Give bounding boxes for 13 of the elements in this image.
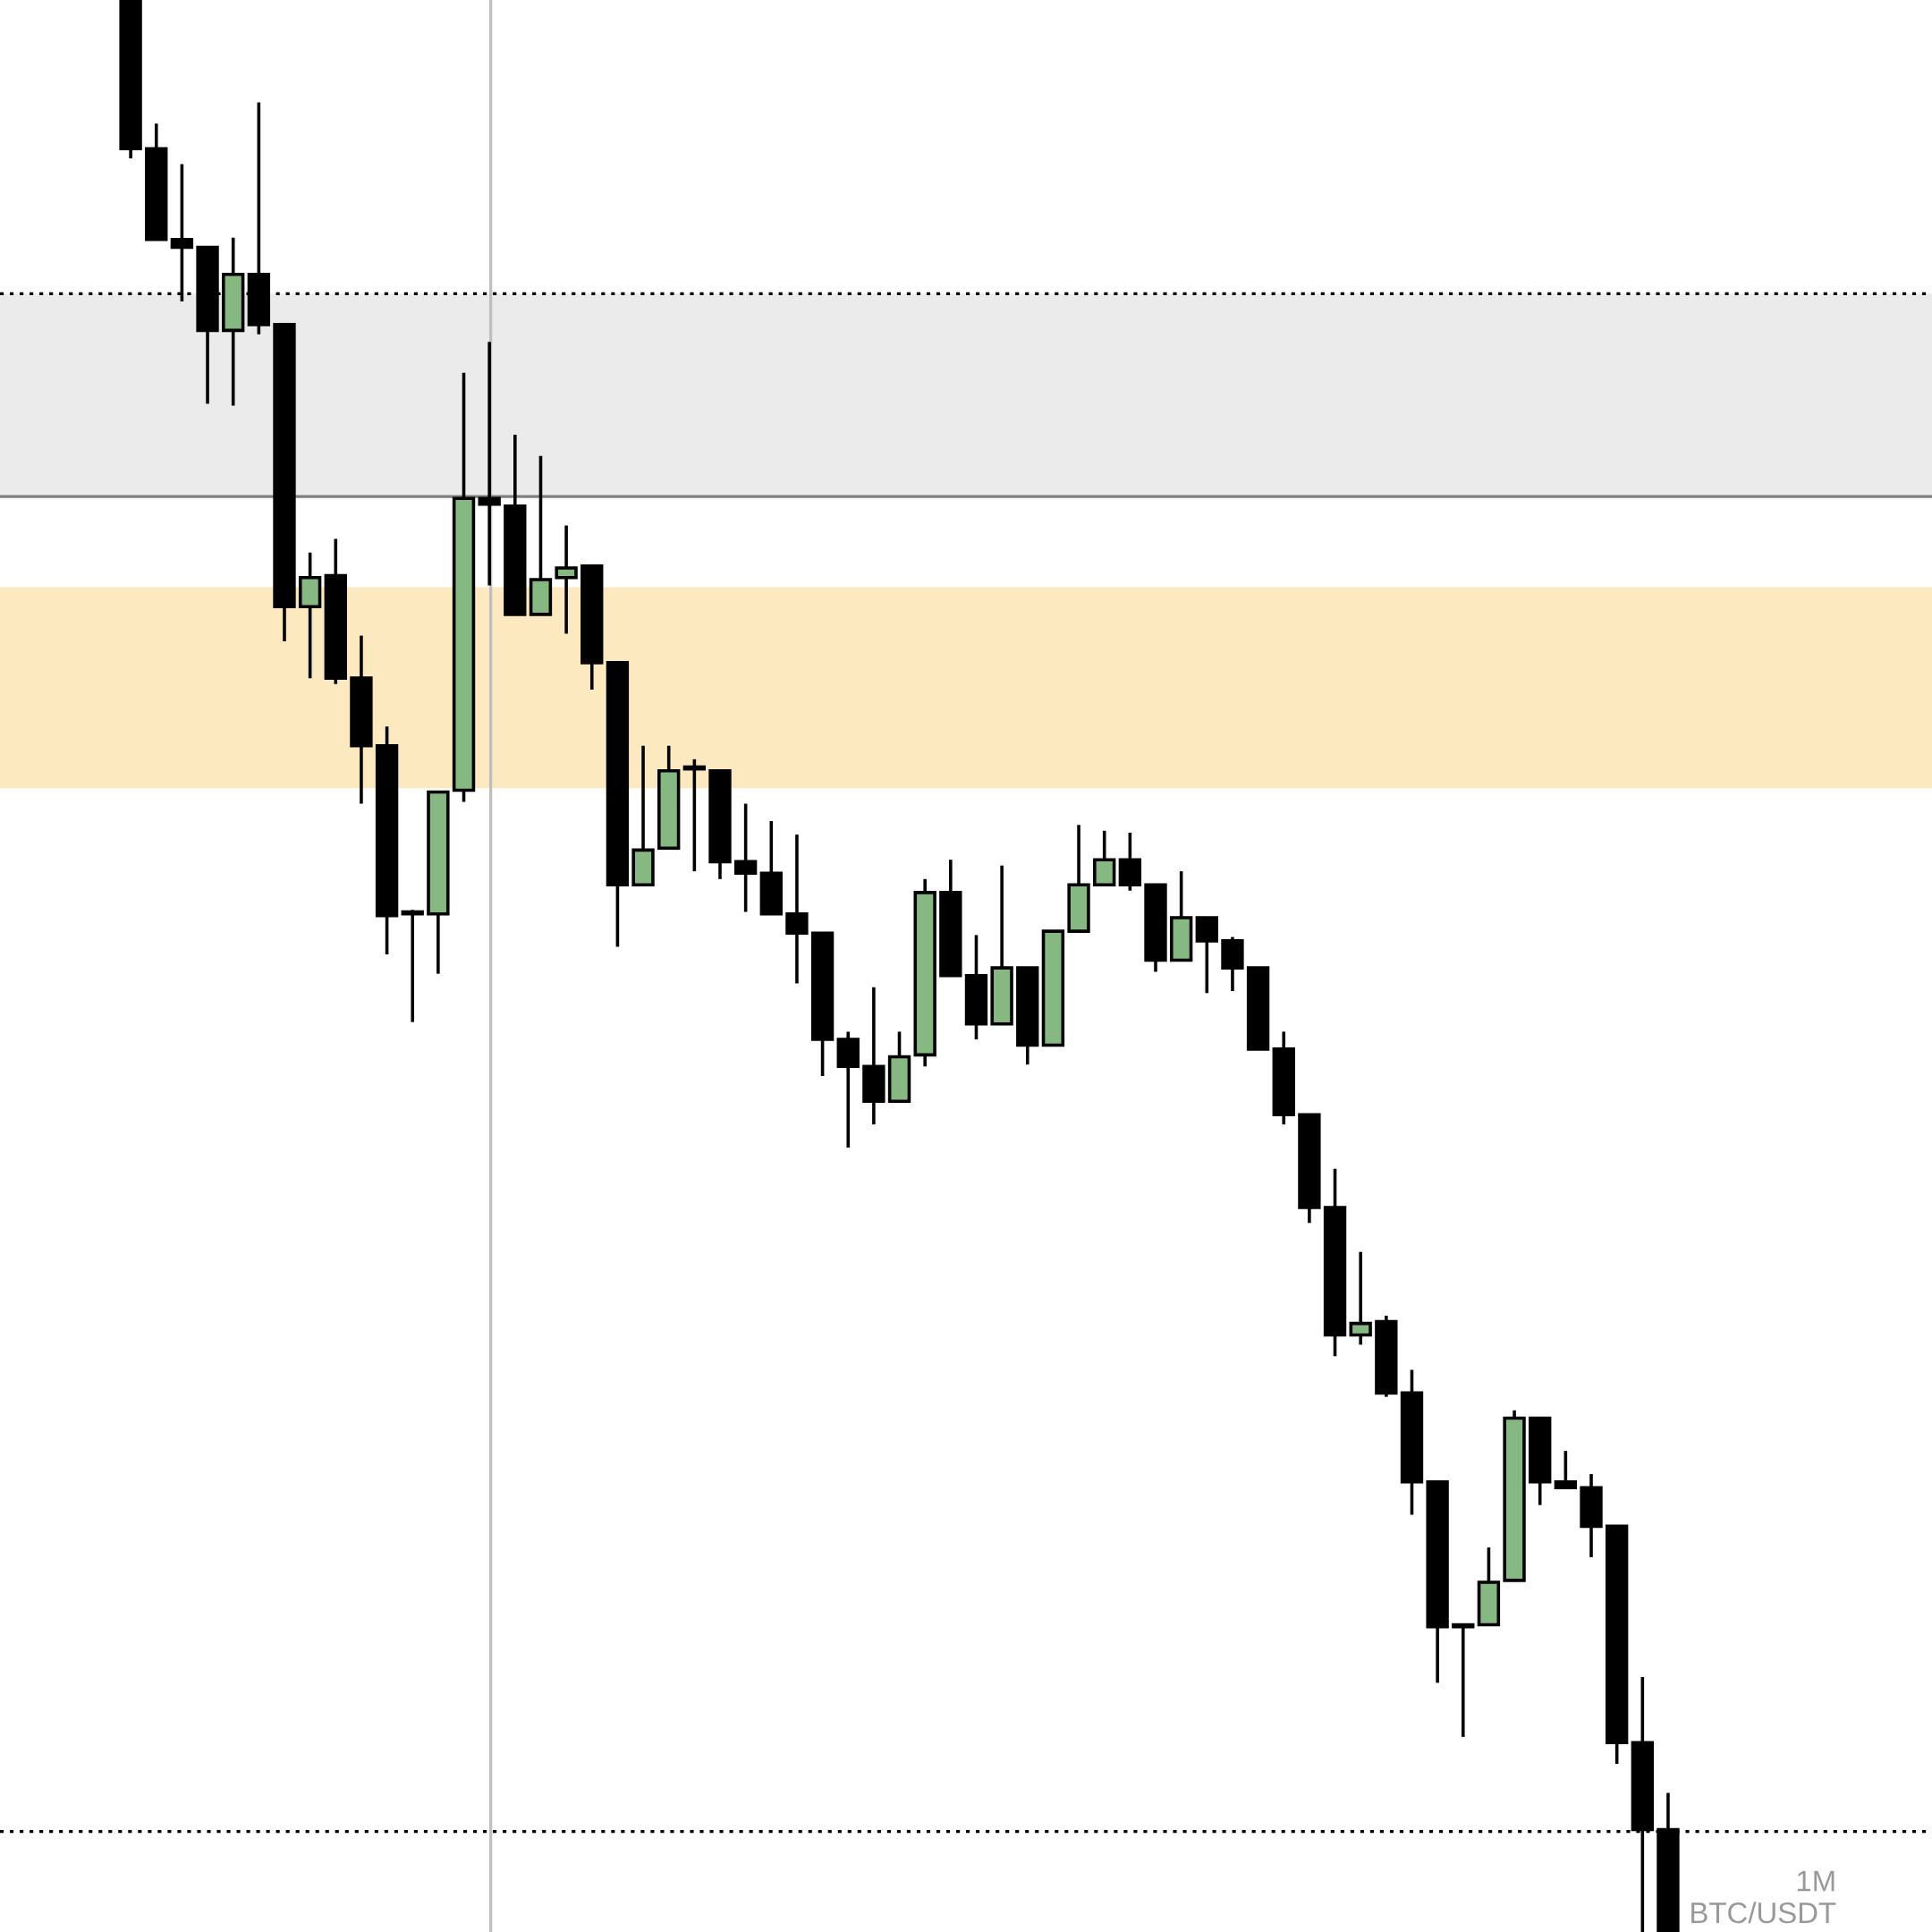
candlestick: [555, 525, 578, 634]
candlestick: [1041, 929, 1065, 1047]
candlestick: [401, 910, 424, 1022]
text: BTC/USDT: [1691, 1902, 1836, 1924]
candlestick: [1349, 1251, 1372, 1345]
candlestick: [1246, 966, 1270, 1051]
text: 1M: [1797, 1870, 1835, 1892]
candlestick: [785, 835, 809, 984]
candlestick: [733, 803, 758, 912]
candlestick: [478, 342, 501, 586]
candlestick: [682, 758, 707, 872]
candlestick: [1452, 1623, 1475, 1737]
candlestick: [1554, 1451, 1578, 1489]
